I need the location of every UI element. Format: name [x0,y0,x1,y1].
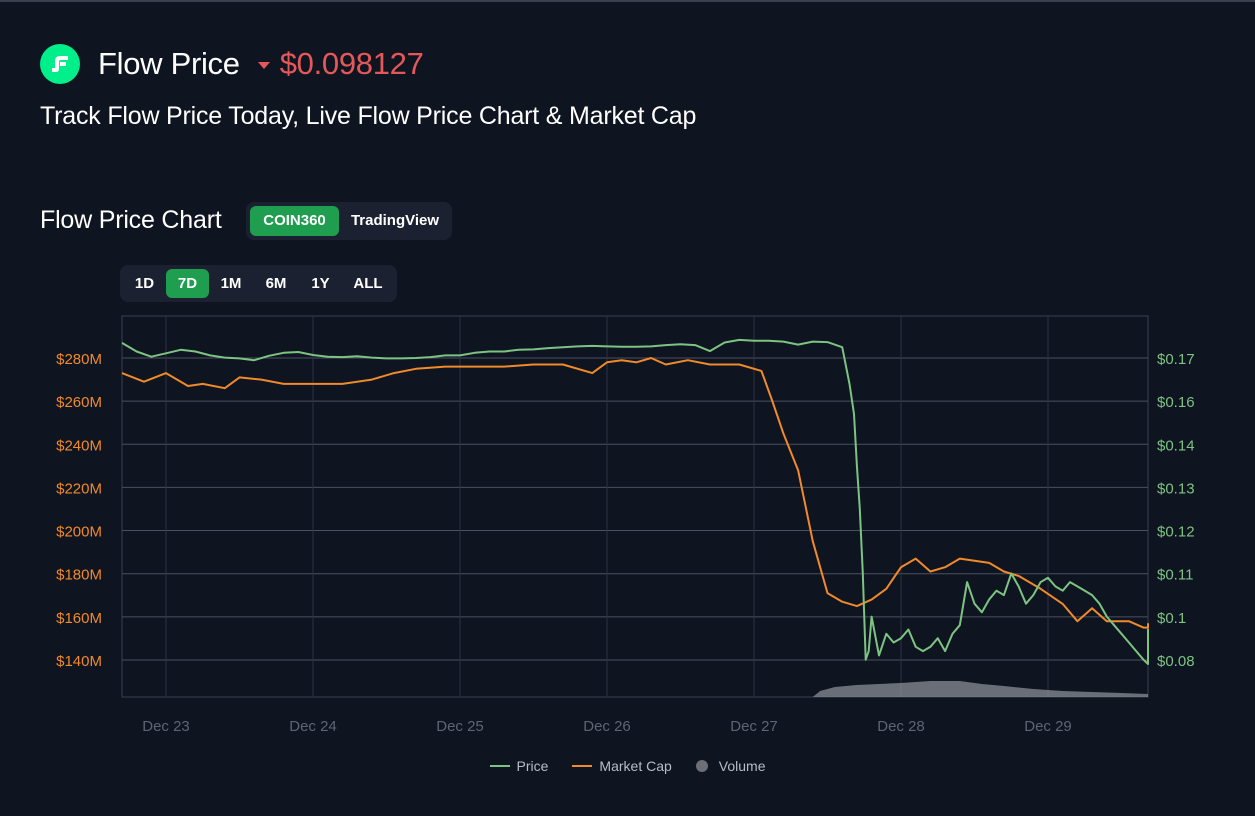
y-left-tick-label: $280M [56,351,102,368]
legend-market-cap-label: Market Cap [599,758,672,774]
time-range-toggle: 1D 7D 1M 6M 1Y ALL [120,265,397,302]
x-tick-label: Dec 27 [730,718,778,735]
y-right-tick-label: $0.16 [1157,394,1195,411]
coin-title: Flow Price [98,46,240,81]
chart-source-toggle: COIN360 TradingView [246,202,452,240]
y-right-tick-label: $0.12 [1157,524,1195,541]
range-1d-button[interactable]: 1D [134,275,155,292]
volume-area [812,681,1148,697]
legend-item-market-cap[interactable]: Market Cap [572,758,672,774]
legend-market-cap-line [572,765,593,767]
y-right-tick-label: $0.11 [1157,567,1193,584]
coin-header: Flow Price $0.098127 [40,44,424,84]
market-cap-line [121,357,1149,629]
x-tick-label: Dec 29 [1024,718,1072,735]
range-all-button[interactable]: ALL [353,275,383,292]
chart-legend: Price Market Cap Volume [0,758,1255,774]
range-1m-button[interactable]: 1M [220,275,242,292]
legend-price-line [489,765,510,767]
range-1y-button[interactable]: 1Y [311,275,330,292]
y-left-tick-label: $160M [56,610,102,627]
source-coin360-button[interactable]: COIN360 [250,206,339,236]
flow-logo-icon [40,44,80,84]
current-price: $0.098127 [279,46,424,81]
source-tradingview-button[interactable]: TradingView [350,212,440,229]
x-tick-label: Dec 25 [436,718,484,735]
x-tick-label: Dec 26 [583,718,631,735]
y-right-tick-label: $0.17 [1157,351,1195,368]
x-tick-label: Dec 28 [877,718,925,735]
range-7d-button[interactable]: 7D [166,269,209,298]
y-left-tick-label: $140M [56,653,102,670]
y-left-tick-label: $200M [56,524,102,541]
y-right-tick-label: $0.08 [1157,653,1195,670]
legend-price-label: Price [516,758,549,774]
y-left-tick-label: $240M [56,437,102,454]
top-divider [0,0,1255,2]
y-right-tick-label: $0.13 [1157,480,1195,497]
legend-item-price[interactable]: Price [489,758,549,774]
range-6m-button[interactable]: 6M [265,275,287,292]
x-tick-label: Dec 23 [142,718,190,735]
chart-section-title: Flow Price Chart [40,206,222,234]
page-subtitle: Track Flow Price Today, Live Flow Price … [40,102,697,130]
plot-frame [121,315,1149,698]
y-right-tick-label: $0.1 [1157,610,1186,627]
y-left-tick-label: $260M [56,394,102,411]
legend-volume-label: Volume [718,758,766,774]
x-tick-label: Dec 24 [289,718,337,735]
legend-item-volume[interactable]: Volume [695,758,766,774]
price-down-icon [257,61,270,69]
y-left-tick-label: $220M [56,480,102,497]
y-right-tick-label: $0.14 [1157,437,1195,454]
price-line [121,338,1149,665]
legend-volume-dot [695,760,708,772]
y-left-tick-label: $180M [56,567,102,584]
